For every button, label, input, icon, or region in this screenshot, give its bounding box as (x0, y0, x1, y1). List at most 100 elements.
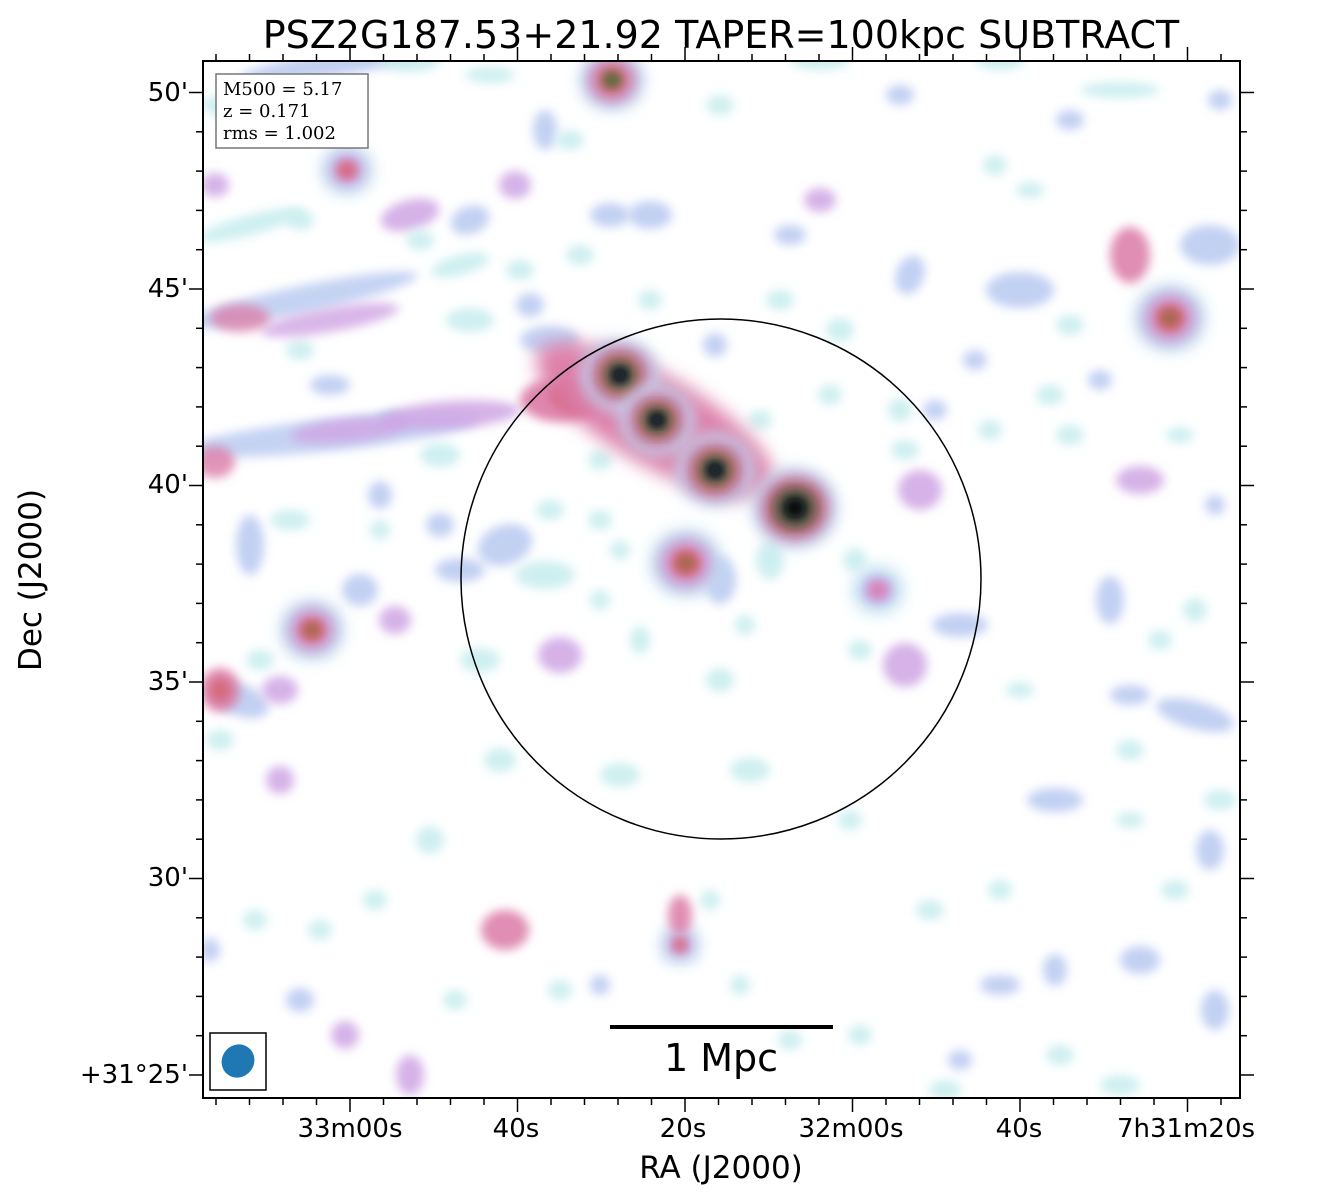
emission-blob (788, 502, 802, 514)
emission-blob (340, 163, 354, 177)
emission-blob (1046, 1045, 1074, 1065)
emission-blob (538, 637, 582, 673)
beam-box (209, 1032, 267, 1091)
emission-blob (703, 333, 727, 357)
emission-blob (210, 678, 230, 702)
x-tick-label-40s: 40s (493, 1114, 540, 1144)
emission-blob (1110, 227, 1150, 283)
emission-blob (308, 920, 332, 940)
y-tick-label-50: 50' (148, 78, 188, 108)
emission-blob (1043, 954, 1067, 986)
emission-blob (651, 414, 663, 426)
emission-blob (929, 1080, 961, 1098)
y-tick-label-35: 35' (148, 667, 188, 697)
emission-blob (668, 895, 692, 935)
emission-blob (1148, 630, 1172, 650)
emission-blob (1196, 830, 1224, 870)
emission-blob (363, 890, 387, 910)
emission-blob (706, 95, 734, 115)
emission-blob (380, 400, 520, 430)
emission-blob (1156, 697, 1234, 733)
emission-blob (748, 410, 772, 430)
emission-blob (614, 369, 626, 381)
emission-blob (206, 730, 234, 750)
emission-blob (430, 252, 490, 278)
emission-blob (370, 520, 390, 540)
info-rms: rms = 1.002 (223, 123, 336, 144)
emission-blob (380, 61, 440, 72)
emission-blob (923, 400, 947, 420)
info-m500: M500 = 5.17 (223, 79, 342, 100)
emission-blob (883, 643, 927, 687)
emission-blob (790, 61, 850, 70)
emission-blob (499, 171, 531, 199)
emission-blob (420, 443, 460, 467)
emission-blob (730, 975, 750, 995)
x-tick-label-33m00s: 33m00s (297, 1114, 402, 1144)
emission-blob (236, 515, 264, 575)
emission-blob (406, 230, 434, 250)
emission-blob (630, 626, 650, 654)
emission-blob (983, 155, 1007, 175)
emission-blob (916, 900, 944, 920)
emission-blob (848, 1025, 872, 1045)
emission-blob (426, 513, 454, 537)
emission-blob (203, 938, 220, 962)
plot-title: PSZ2G187.53+21.92 TAPER=100kpc SUBTRACT (263, 13, 1180, 57)
emission-blob (774, 225, 806, 245)
emission-blob (1183, 598, 1207, 622)
emission-blob (1056, 110, 1084, 130)
emission-blob (1080, 82, 1160, 98)
y-axis-title: Dec (J2000) (13, 489, 49, 671)
emission-blob (380, 198, 440, 232)
emission-blob (838, 810, 862, 830)
emission-blob (443, 990, 467, 1010)
emission-blob (1027, 788, 1083, 812)
emission-blob (888, 398, 912, 422)
emission-blob (484, 748, 516, 772)
emission-blob (843, 548, 867, 572)
emission-blob (986, 272, 1054, 308)
emission-blob (533, 110, 557, 150)
emission-blob (1036, 385, 1064, 405)
emission-blob (548, 980, 572, 1000)
emission-blob (270, 510, 310, 530)
info-box: M500 = 5.17 z = 0.171 rms = 1.002 (215, 73, 369, 149)
emission-blob (610, 540, 630, 560)
emission-blob (536, 500, 564, 520)
emission-blob (261, 303, 399, 337)
emission-blob (1116, 466, 1164, 494)
emission-blob (465, 67, 515, 83)
emission-blob (566, 245, 594, 265)
emission-blob (243, 910, 267, 930)
emission-blob (286, 210, 314, 230)
emission-blob (756, 540, 784, 580)
y-tick-label-40: 40' (148, 470, 188, 500)
emission-blob (246, 650, 274, 670)
emission-blob (963, 350, 987, 370)
emission-blob (460, 648, 500, 672)
emission-blob (1110, 685, 1150, 705)
emission-blob (266, 766, 294, 794)
emission-blob (886, 85, 914, 105)
emission-blob (588, 510, 612, 530)
axis-ticks (189, 47, 1254, 1112)
emission-blob (1116, 740, 1144, 760)
emission-blob (379, 606, 411, 634)
emission-blob (435, 558, 485, 582)
emission-blob (628, 201, 672, 229)
emission-blob (368, 481, 392, 509)
info-box-frame (215, 73, 369, 149)
emission-blob (304, 623, 320, 637)
emission-blob (848, 640, 872, 660)
emission-blob (1100, 1075, 1140, 1095)
emission-blob (869, 582, 887, 598)
emission-blob (818, 385, 842, 405)
emission-blob (481, 910, 529, 950)
x-tick-label-40s-second: 40s (996, 1114, 1043, 1144)
emission-blob (891, 440, 919, 460)
emission-blob (516, 293, 544, 317)
emission-blob (203, 173, 229, 197)
emission-blob (730, 758, 770, 782)
emission-blob (1116, 812, 1144, 828)
